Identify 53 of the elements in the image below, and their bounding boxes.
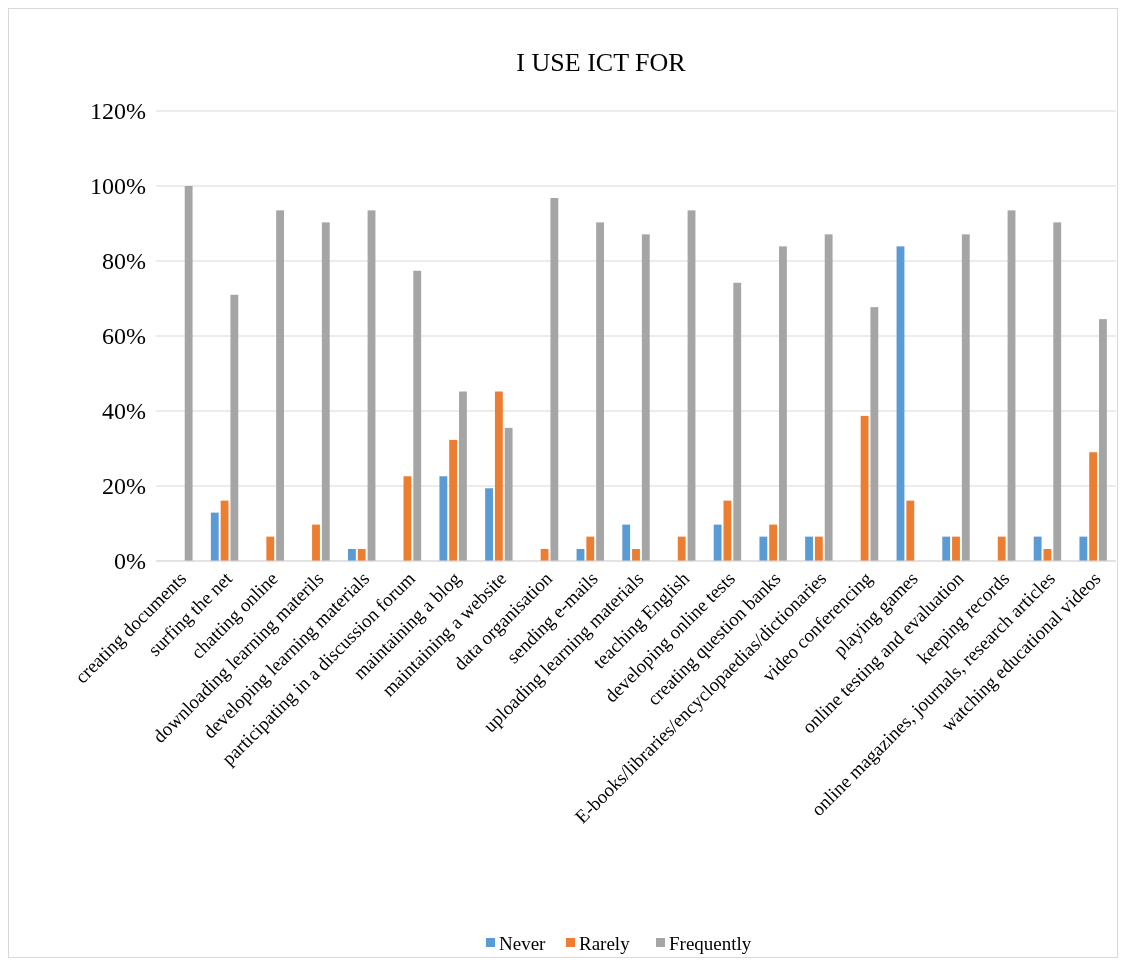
- y-tick-label: 100%: [90, 173, 146, 200]
- bar: [1089, 452, 1098, 561]
- legend-label: Rarely: [579, 932, 631, 954]
- bar: [321, 222, 330, 561]
- bar: [1099, 319, 1107, 561]
- bar: [814, 536, 823, 561]
- bar: [586, 536, 595, 561]
- bar: [485, 488, 493, 561]
- legend-label: Frequently: [669, 932, 752, 954]
- bar: [641, 234, 650, 561]
- bar: [952, 536, 960, 561]
- y-tick-label: 120%: [90, 98, 146, 125]
- bar: [759, 536, 768, 561]
- bar: [677, 536, 686, 561]
- bar: [805, 536, 813, 561]
- bar: [713, 524, 722, 561]
- bar: [449, 439, 458, 561]
- bar: [824, 234, 833, 561]
- legend-label: Never: [499, 932, 547, 954]
- bar: [210, 512, 219, 561]
- bar: [266, 536, 275, 561]
- bar: [348, 549, 356, 561]
- bar: [769, 524, 778, 561]
- y-tick-label: 40%: [102, 398, 146, 425]
- bar: [504, 427, 513, 561]
- bar: [1079, 536, 1088, 561]
- bar: [1053, 222, 1062, 561]
- bar: [733, 282, 742, 561]
- y-tick-label: 0%: [114, 548, 146, 575]
- chart-title: I USE ICT FOR: [516, 48, 687, 77]
- bar: [779, 246, 787, 561]
- y-tick-label: 60%: [102, 323, 146, 350]
- bar: [357, 549, 366, 561]
- bar: [184, 186, 193, 561]
- bar: [459, 391, 467, 561]
- bar: [312, 524, 320, 561]
- bar: [632, 549, 640, 561]
- y-tick-label: 20%: [102, 473, 146, 500]
- bar: [942, 536, 951, 561]
- bar: [596, 222, 604, 561]
- bar: [961, 234, 970, 561]
- bar: [439, 476, 448, 561]
- bar: [230, 294, 239, 561]
- bar: [622, 524, 631, 561]
- bar: [550, 198, 559, 561]
- bar: [870, 307, 879, 561]
- bar: [276, 210, 284, 561]
- y-tick-label: 80%: [102, 248, 146, 275]
- bar: [1033, 536, 1042, 561]
- bar: [494, 391, 503, 561]
- bar: [413, 270, 422, 561]
- bar: [997, 536, 1006, 561]
- bar: [906, 500, 915, 561]
